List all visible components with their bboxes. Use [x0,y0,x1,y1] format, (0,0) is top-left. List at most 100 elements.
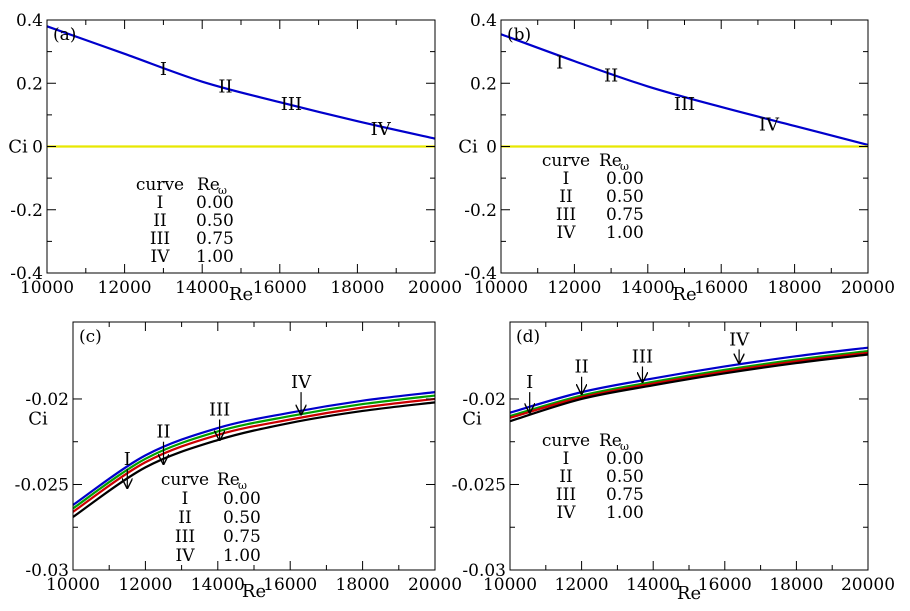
y-tick-label: 0 [486,138,497,158]
x-tick-label: 12000 [118,575,172,595]
series-line-1 [72,391,436,506]
legend-header-omega: ω [238,479,247,492]
x-tick-label: 20000 [408,278,462,298]
x-tick-label: 14000 [191,575,245,595]
x-tick-label: 12000 [547,278,601,298]
x-tick-label: 10000 [474,278,528,298]
x-axis-label: Re [672,284,696,305]
x-tick-label: 10000 [46,575,100,595]
y-tick-label: -0.02 [462,390,506,410]
legend-curve-value: 1.00 [606,503,644,523]
x-tick-label: 14000 [175,278,229,298]
x-tick-label: 18000 [769,575,823,595]
x-tick-label: 18000 [330,278,384,298]
curve-annotation: IV [759,114,780,135]
y-tick-label: 0 [32,138,43,158]
x-tick-label: 18000 [336,575,390,595]
y-tick-label: -0.2 [464,201,497,221]
legend-curve-name: I [563,449,570,469]
x-tick-label: 16000 [253,278,307,298]
legend-header-curve: curve [136,175,184,195]
curve-annotation: III [281,94,302,115]
legend-curve-name: II [153,211,166,231]
series-line-4 [509,353,869,423]
y-tick-label: -0.4 [464,264,497,284]
legend-curve-name: II [559,187,572,207]
legend-curve-value: 0.75 [196,229,234,249]
x-tick-label: 12000 [98,278,152,298]
y-tick-label: 0.4 [470,11,497,31]
curve-annotation: II [218,76,232,97]
legend-curve-name: III [556,205,576,225]
legend-curve-value: 0.50 [196,211,234,231]
x-axis-label: Re [229,284,253,305]
legend-curve-value: 0.75 [606,205,644,225]
y-axis-label: Ci [462,409,482,430]
series-line-1 [509,346,869,414]
x-tick-label: 16000 [698,575,752,595]
series-line-4 [72,401,436,518]
curve-annotation: III [209,399,230,420]
legend: curve Reω I 0.00 II 0.50 III 0.75 IV 1.00 [542,431,644,523]
x-tick-label: 20000 [408,575,462,595]
series-line-1 [500,33,869,146]
legend-curve-name: III [150,229,170,249]
x-axis-label: Re [242,581,266,602]
legend-header-curve: curve [542,151,590,171]
legend-curve-name: II [178,508,191,528]
legend-curve-name: IV [151,247,171,267]
series-line-2 [509,349,869,418]
legend: curve Reω I 0.00 II 0.50 III 0.75 IV 1.00 [136,175,234,267]
curve-annotation: IV [729,329,750,350]
curve-annotation: IV [371,119,392,140]
legend-header-omega: ω [218,184,227,197]
y-axis-label: Ci [458,137,478,158]
curve-annotation: II [604,65,618,86]
legend-curve-name: III [175,527,195,547]
x-tick-label: 14000 [621,278,675,298]
y-tick-label: 0.4 [16,11,43,31]
x-axis-label: Re [677,583,701,604]
x-tick-label: 14000 [626,575,680,595]
legend-header-re: Re [197,175,220,195]
legend-curve-name: IV [176,546,196,566]
legend-curve-name: I [182,489,189,509]
y-axis-label: Ci [28,409,48,430]
legend-curve-value: 0.00 [606,169,644,189]
legend-curve-name: II [559,467,572,487]
panel-label: (c) [79,327,102,347]
legend-curve-name: IV [557,503,577,523]
legend-curve-value: 0.75 [223,527,261,547]
curve-annotation: III [674,94,695,115]
y-tick-label: -0.4 [10,264,43,284]
series-line-3 [509,351,869,419]
x-tick-label: 10000 [483,575,537,595]
x-tick-label: 16000 [263,575,317,595]
legend-curve-value: 1.00 [606,223,644,243]
legend-curve-name: I [563,169,570,189]
x-tick-label: 16000 [694,278,748,298]
curve-annotation: I [526,372,533,393]
curve-annotation: II [156,422,170,443]
legend-curve-name: IV [557,223,577,243]
series-line-3 [72,397,436,513]
x-tick-label: 10000 [20,278,74,298]
chart-panel-a: 10000 12000 14000 16000 18000 20000 -0.4 -0.2 0 0… [8,11,462,305]
legend-curve-name: I [157,193,164,213]
legend-curve-value: 0.00 [196,193,234,213]
x-tick-label: 20000 [841,575,895,595]
legend-header-re: Re [599,151,622,171]
y-tick-label: -0.025 [452,475,506,495]
y-tick-label: -0.03 [462,561,506,581]
series-line-1 [46,25,436,140]
curve-annotation: I [160,59,167,80]
panel-label: (d) [516,327,540,347]
series-line-2 [72,394,436,510]
legend-header-re: Re [599,431,622,451]
legend-curve-name: III [556,485,576,505]
curve-annotation: IV [291,372,312,393]
legend-header-re: Re [217,470,240,490]
legend-curve-value: 0.75 [606,485,644,505]
y-tick-label: -0.02 [25,390,69,410]
panel-label: (b) [507,25,531,45]
